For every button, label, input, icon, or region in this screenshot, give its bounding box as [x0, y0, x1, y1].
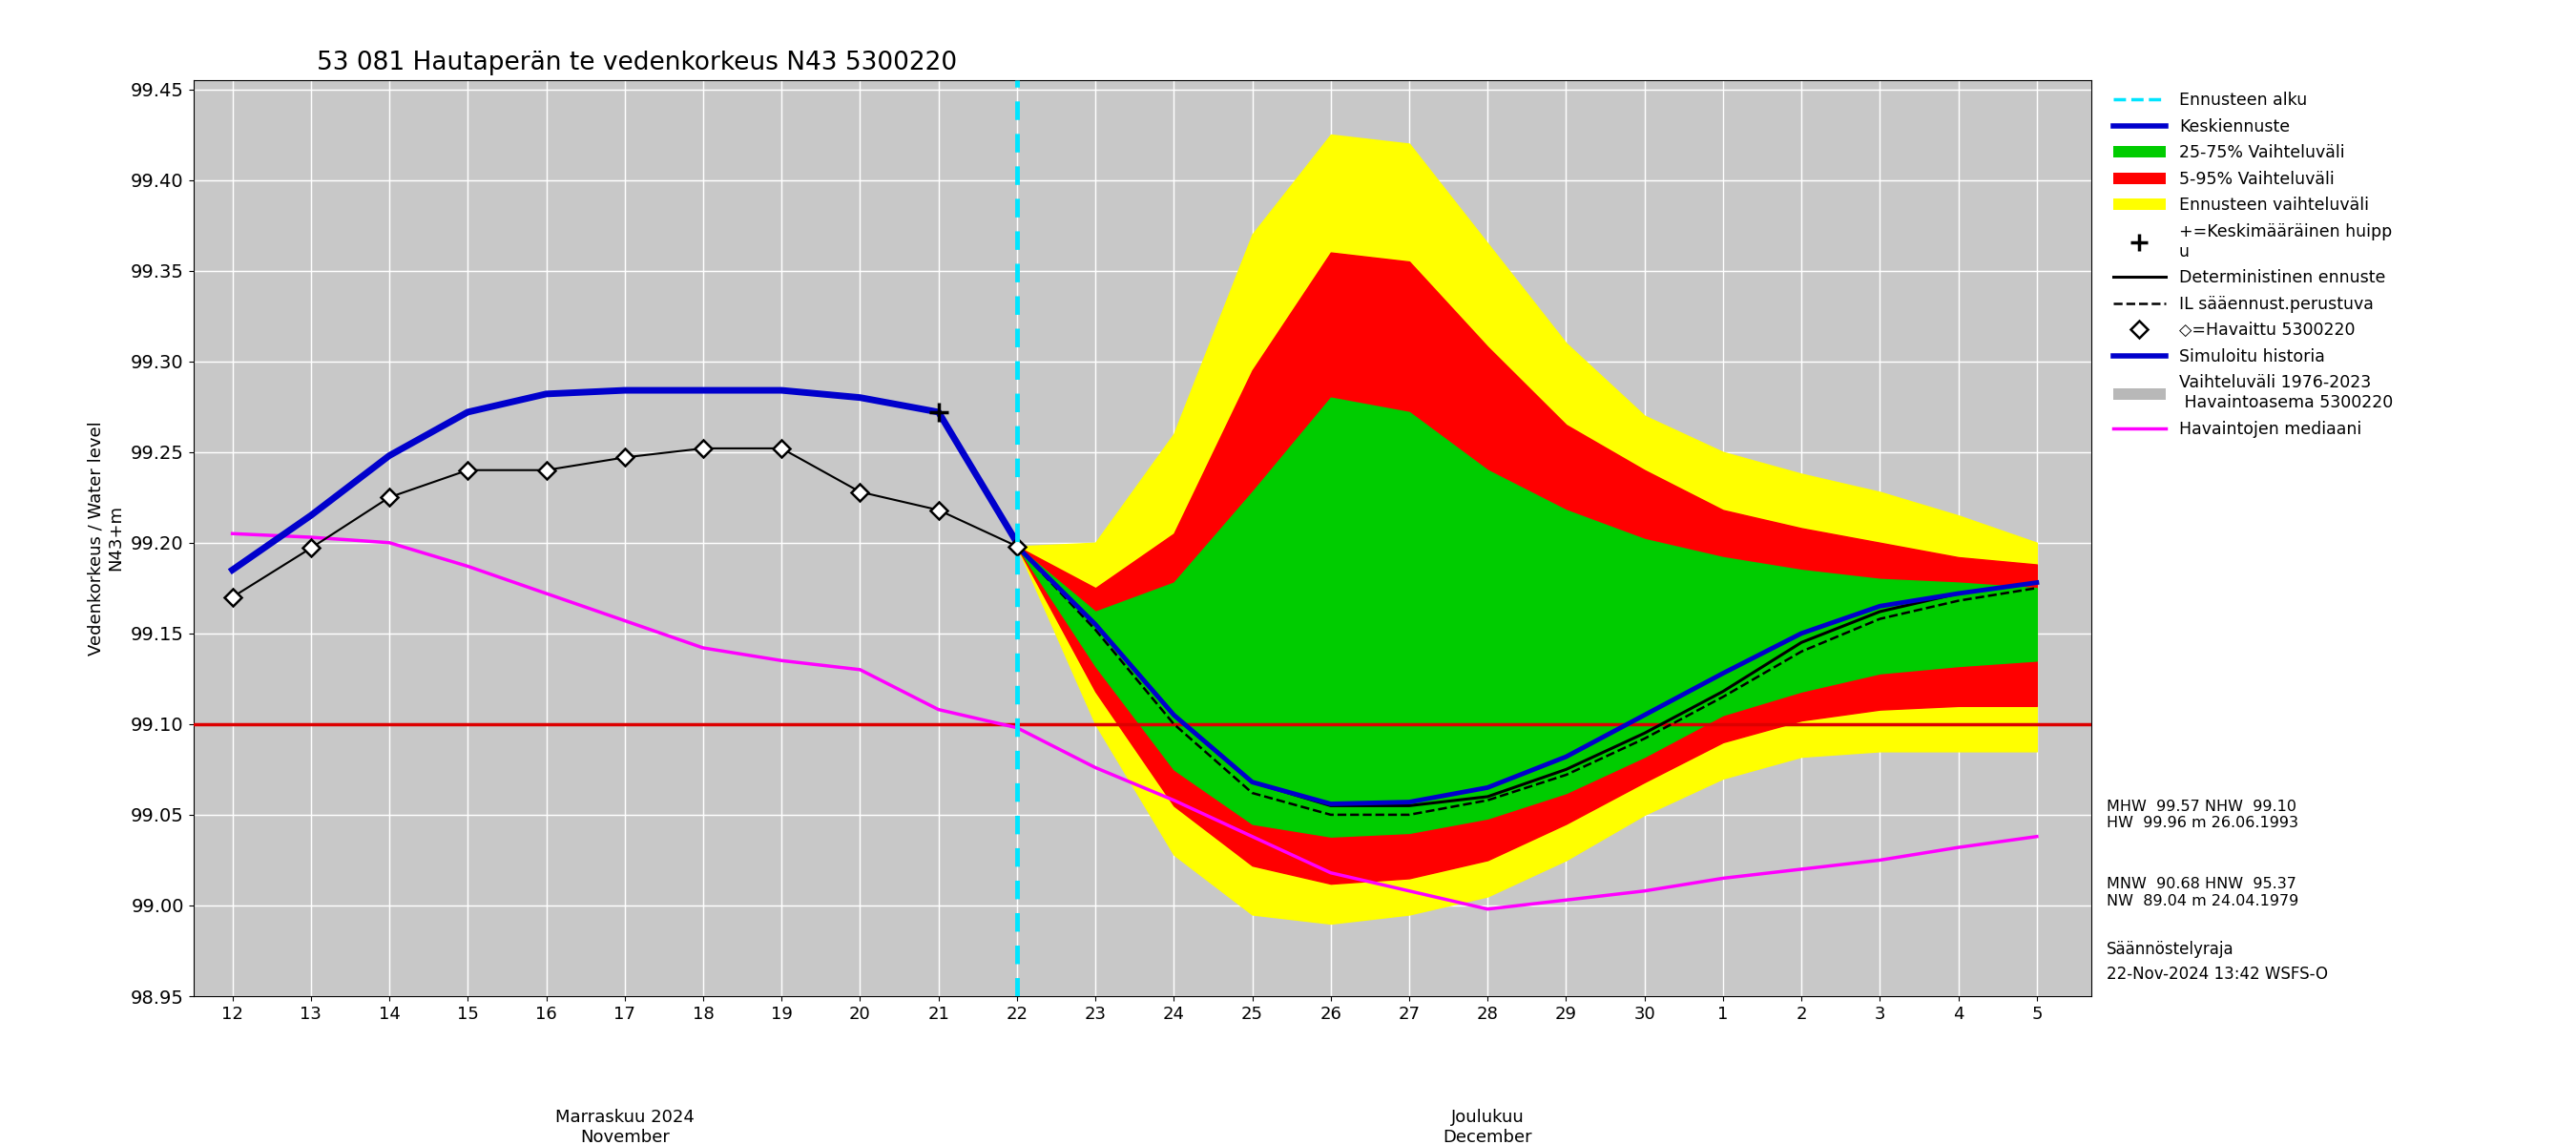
- Text: MHW  99.57 NHW  99.10
HW  99.96 m 26.06.1993: MHW 99.57 NHW 99.10 HW 99.96 m 26.06.199…: [2107, 799, 2298, 830]
- Y-axis label: Vedenkorkeus / Water level
N43+m: Vedenkorkeus / Water level N43+m: [88, 421, 124, 655]
- Text: 53 081 Hautaperän te vedenkorkeus N43 5300220: 53 081 Hautaperän te vedenkorkeus N43 53…: [317, 50, 956, 76]
- Text: Joulukuu
December: Joulukuu December: [1443, 1108, 1533, 1145]
- Text: MNW  90.68 HNW  95.37
NW  89.04 m 24.04.1979: MNW 90.68 HNW 95.37 NW 89.04 m 24.04.197…: [2107, 877, 2298, 908]
- Text: 22-Nov-2024 13:42 WSFS-O: 22-Nov-2024 13:42 WSFS-O: [2107, 965, 2329, 982]
- Text: Säännöstelyraja: Säännöstelyraja: [2107, 941, 2233, 958]
- Text: Marraskuu 2024
November: Marraskuu 2024 November: [554, 1108, 696, 1145]
- Legend: Ennusteen alku, Keskiennuste, 25-75% Vaihteluväli, 5-95% Vaihteluväli, Ennusteen: Ennusteen alku, Keskiennuste, 25-75% Vai…: [2102, 80, 2403, 449]
